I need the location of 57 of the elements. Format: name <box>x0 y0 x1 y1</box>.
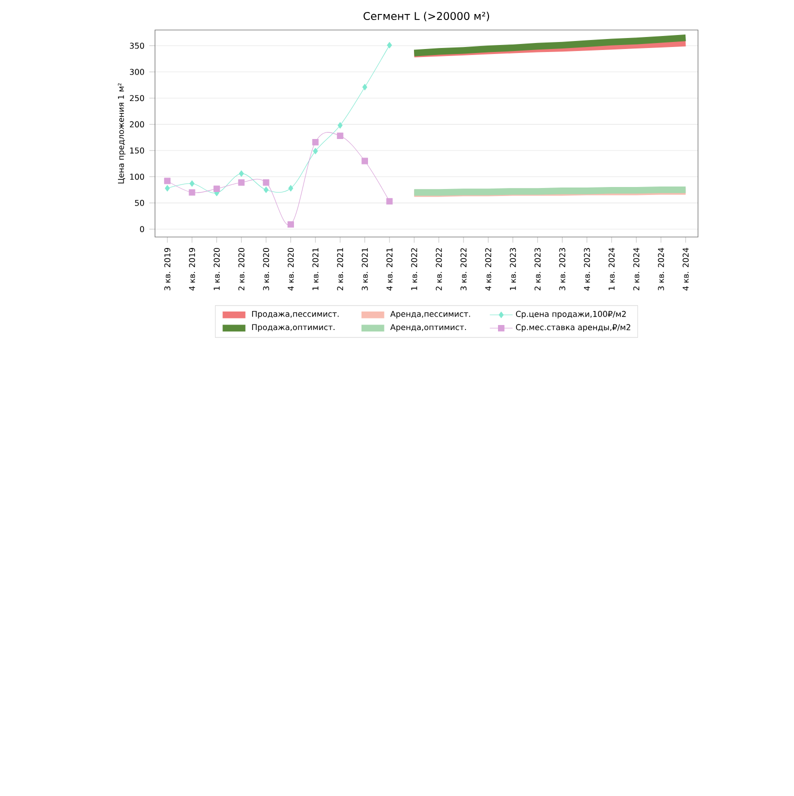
y-tick-label: 150 <box>130 148 144 154</box>
legend-label: Аренда,оптимист. <box>390 324 466 332</box>
point <box>164 185 170 192</box>
x-tick-label: 1 кв. 2020 <box>214 248 220 290</box>
point <box>262 179 270 186</box>
point <box>362 158 368 164</box>
x-tick-label: 3 кв. 2022 <box>460 248 467 290</box>
x-tick-label: 4 кв. 2020 <box>288 248 294 290</box>
x-tick-label: 2 кв. 2024 <box>633 248 640 290</box>
point <box>288 221 294 228</box>
x-tick-label: 3 кв. 2021 <box>362 248 368 290</box>
legend-label: Ср.цена продажи,100₽/м2 <box>516 310 626 319</box>
y-tick-label: 50 <box>135 200 144 206</box>
point <box>188 189 196 196</box>
legend-label: Ср.мес.ставка аренды,₽/м2 <box>516 324 630 332</box>
point <box>288 185 294 192</box>
x-tick-label: 4 кв. 2022 <box>485 248 492 290</box>
y-tick-label: 300 <box>130 68 144 75</box>
x-tick-label: 1 кв. 2021 <box>312 248 318 290</box>
y-tick-label: 100 <box>130 174 144 180</box>
point <box>164 178 171 184</box>
point <box>214 186 220 192</box>
point <box>190 180 194 187</box>
point <box>338 122 343 129</box>
point <box>238 179 245 186</box>
x-tick-label: 4 кв. 2023 <box>584 248 590 290</box>
point <box>387 42 392 48</box>
point <box>386 198 393 205</box>
point <box>362 84 368 90</box>
x-tick-label: 4 кв. 2021 <box>386 248 392 290</box>
y-tick-label: 250 <box>130 95 144 102</box>
chart-title: Сегмент L (>20000 м²) <box>364 12 490 22</box>
x-tick-label: 3 кв. 2023 <box>559 248 566 290</box>
point <box>264 186 269 194</box>
point <box>312 148 318 154</box>
legend-label: Продажа,пессимист. <box>252 310 339 318</box>
point <box>312 138 319 146</box>
legend-label: Аренда,пессимист. <box>390 310 470 318</box>
x-tick-label: 2 кв. 2022 <box>436 248 442 290</box>
y-tick-label: 200 <box>130 121 144 128</box>
x-tick-label: 1 кв. 2022 <box>411 248 418 290</box>
x-tick-label: 4 кв. 2024 <box>682 248 689 290</box>
x-tick-label: 2 кв. 2023 <box>534 248 541 290</box>
x-tick-label: 1 кв. 2024 <box>608 248 615 290</box>
y-tick-label: 350 <box>130 42 144 49</box>
x-tick-label: 3 кв. 2020 <box>263 248 270 290</box>
x-tick-label: 1 кв. 2023 <box>510 248 516 290</box>
legend-label: Продажа,оптимист. <box>252 324 334 332</box>
x-tick-label: 2 кв. 2021 <box>337 248 344 290</box>
point <box>336 132 344 140</box>
y-tick-label: 0 <box>140 226 144 232</box>
point <box>238 170 244 177</box>
x-tick-label: 3 кв. 2019 <box>164 248 170 290</box>
x-tick-label: 2 кв. 2020 <box>238 248 244 290</box>
y-axis-title: Цена предложения 1 м² <box>118 83 126 184</box>
x-tick-label: 4 кв. 2019 <box>188 248 196 290</box>
x-tick-label: 3 кв. 2024 <box>658 248 664 290</box>
